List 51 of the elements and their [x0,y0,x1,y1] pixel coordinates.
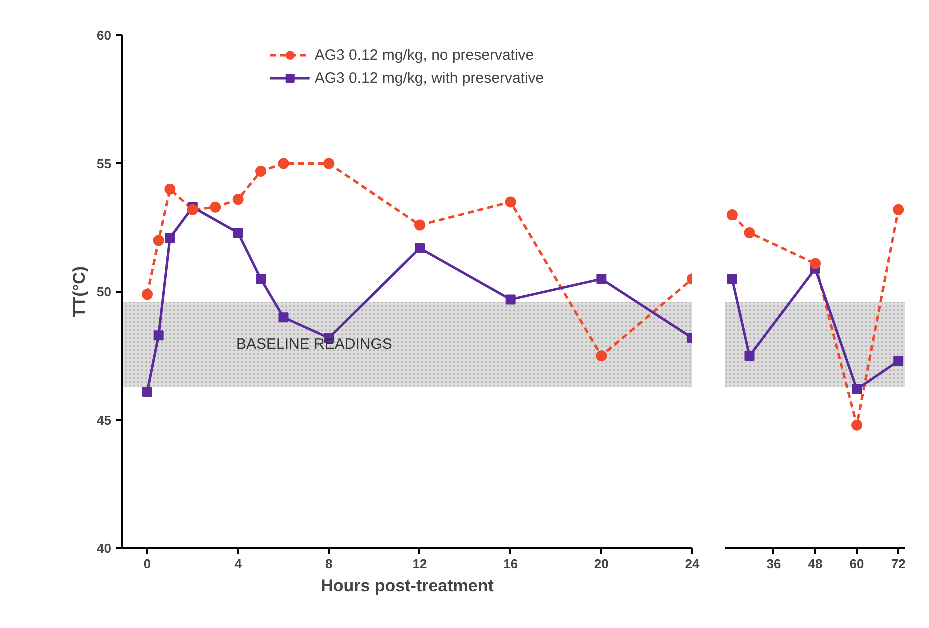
point [852,420,863,431]
x-tick-label: 36 [766,556,782,572]
x-tick-label: 0 [144,556,152,572]
y-tick-label: 50 [97,284,112,300]
point [278,312,289,323]
y-axis-title: TT(°C) [70,266,90,318]
point [142,387,152,398]
legend-label: AG3 0.12 mg/kg, no preservative [314,46,534,64]
point [414,243,425,254]
point [256,274,266,284]
point [505,196,516,208]
x-tick-label: 4 [234,556,243,572]
point [164,184,176,195]
point [233,228,244,238]
point [852,384,862,394]
band-label: BASELINE READINGS [236,336,392,354]
point [278,158,290,170]
point [414,220,426,231]
y-tick-label: 40 [97,541,112,556]
y-tick-label: 60 [97,28,112,43]
x-tick-label: 72 [891,556,906,572]
point [232,194,244,206]
point [744,351,755,362]
point [187,204,198,216]
point [894,356,904,366]
x-tick-label: 16 [504,556,518,572]
x-tick-label: 60 [850,556,864,572]
point [744,228,756,238]
x-tick-label: 20 [594,556,609,572]
point [210,202,222,213]
point [596,274,607,284]
x-tick-label: 24 [685,556,700,572]
point [810,258,821,270]
point [256,166,267,177]
x-tick-label: 48 [808,556,823,572]
x-tick-label: 12 [412,556,428,572]
point [154,330,164,341]
y-tick-label: 55 [97,156,112,172]
point [324,158,335,170]
point [727,274,738,284]
point [596,350,608,362]
point [153,235,164,246]
x-axis-title: Hours post-treatment [321,576,494,596]
y-tick-label: 45 [97,412,112,428]
point [893,204,904,216]
point [142,289,153,300]
x-tick-label: 8 [326,556,333,572]
point [506,294,516,305]
point [726,210,738,221]
legend-label: AG3 0.12 mg/kg, with preservative [314,70,544,86]
point [165,233,176,244]
